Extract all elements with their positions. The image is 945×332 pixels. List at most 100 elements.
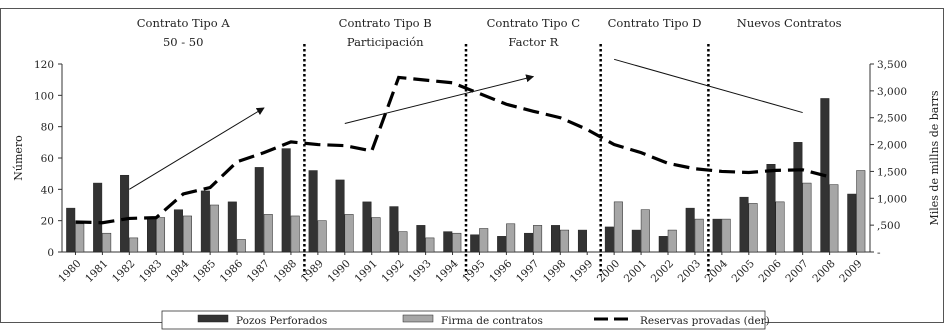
reserves-series-line <box>75 75 831 225</box>
legend: Pozos Perforados Firma de contratos Reserv… <box>161 310 770 330</box>
bar-pozos <box>200 190 210 253</box>
bar-firma <box>560 229 570 253</box>
period-dividers <box>303 44 710 275</box>
x-tick-label: 2008 <box>810 258 837 285</box>
x-tick-label: 1987 <box>245 258 272 285</box>
bar-firma <box>75 223 85 253</box>
bar-firma <box>694 218 704 253</box>
period-label: Contrato Tipo C <box>487 16 581 30</box>
bar-pozos <box>362 201 372 253</box>
legend-label: Reservas provadas (der) <box>640 315 770 327</box>
bar-pozos <box>120 174 130 253</box>
x-tick-label: 1995 <box>460 258 487 285</box>
bar-firma <box>290 215 300 253</box>
x-tick-label: 1991 <box>352 258 379 285</box>
period-label: Nuevos Contratos <box>737 16 842 30</box>
bar-firma <box>802 182 812 253</box>
bar-pozos <box>577 229 587 253</box>
x-tick-label: 2000 <box>595 258 622 285</box>
bar-firma <box>182 215 192 253</box>
x-tick-label: 1980 <box>56 258 83 285</box>
x-tick-label: 1981 <box>83 258 110 285</box>
period-label: Contrato Tipo D <box>608 16 702 30</box>
bar-pozos <box>524 232 534 253</box>
y2-tick-label: 1,500 <box>877 166 907 178</box>
x-tick-label: 1996 <box>487 257 515 285</box>
bar-firma <box>209 204 219 253</box>
period-label: Factor R <box>508 35 558 49</box>
bar-pozos <box>254 167 264 253</box>
bar-firma <box>533 225 543 253</box>
y2-tick-label: 3,000 <box>877 86 907 98</box>
bar-pozos <box>173 209 183 253</box>
y2-tick-label: - <box>877 247 881 259</box>
x-tick-label: 1986 <box>218 257 246 285</box>
bar-firma <box>829 184 839 253</box>
bar-firma <box>398 231 408 253</box>
y-axis-title: Número <box>12 135 25 181</box>
bar-firma <box>425 237 435 253</box>
bar-pozos <box>551 225 561 253</box>
bar-firma <box>856 170 866 253</box>
bar-pozos <box>658 236 668 253</box>
bar-firma <box>344 214 354 253</box>
bar-pozos <box>793 142 803 253</box>
bar-pozos <box>227 201 237 253</box>
bar-firma <box>506 223 516 253</box>
bar-firma <box>236 239 246 253</box>
y-tick-label: 60 <box>41 153 54 165</box>
bar-firma <box>452 232 462 253</box>
bar-firma <box>156 217 166 253</box>
x-tick-label: 2009 <box>837 258 864 285</box>
y2-tick-label: 1,000 <box>877 193 907 205</box>
x-tick-label: 1999 <box>568 258 595 285</box>
x-tick-label: 1985 <box>191 258 218 285</box>
legend-swatch <box>402 314 434 323</box>
x-tick-label: 1988 <box>272 258 299 285</box>
bar-pozos <box>416 225 426 253</box>
x-tick-label: 2004 <box>703 257 731 285</box>
trend-arrow <box>129 107 265 190</box>
y-tick-label: 100 <box>34 90 54 102</box>
reserves-line <box>75 75 831 225</box>
x-tick-label: 1990 <box>326 258 353 285</box>
legend-box <box>161 310 766 330</box>
bar-pozos <box>712 218 722 253</box>
x-tick-label: 2005 <box>730 258 757 285</box>
bar-firma <box>775 201 785 253</box>
y-tick-label: 80 <box>41 122 54 134</box>
period-label: Participación <box>347 35 424 49</box>
bar-firma <box>667 229 677 253</box>
legend-label: Pozos Perforados <box>236 315 327 327</box>
bar-pozos <box>766 164 776 253</box>
bar-firma <box>613 201 623 253</box>
bar-pozos <box>470 234 480 253</box>
bar-pozos <box>93 182 103 253</box>
bar-pozos <box>335 179 345 253</box>
legend-label: Firma de contratos <box>441 315 543 327</box>
y2-tick-label: ,500 <box>877 220 900 232</box>
x-tick-label: 2007 <box>783 258 810 285</box>
x-tick-label: 2006 <box>756 257 784 285</box>
bar-pozos <box>685 207 695 253</box>
y2-tick-label: 2,000 <box>877 140 907 152</box>
bar-pozos <box>147 217 157 253</box>
bar-pozos <box>847 193 857 253</box>
y2-tick-label: 2,500 <box>877 113 907 125</box>
period-label: Contrato Tipo A <box>137 16 231 30</box>
bar-pozos <box>281 148 291 253</box>
bar-pozos <box>604 226 614 253</box>
x-tick-label: 1998 <box>541 258 568 285</box>
bar-pozos <box>739 196 749 253</box>
x-tick-label: 2001 <box>622 258 649 285</box>
bar-pozos <box>443 231 453 253</box>
bar-pozos <box>66 207 76 253</box>
legend-swatch <box>197 314 229 323</box>
bar-firma <box>748 203 758 253</box>
y2-tick-label: 3,500 <box>877 59 907 71</box>
bar-firma <box>479 228 489 253</box>
x-tick-label: 1989 <box>299 258 326 285</box>
period-label: 50 - 50 <box>163 35 203 49</box>
bar-pozos <box>389 206 399 253</box>
